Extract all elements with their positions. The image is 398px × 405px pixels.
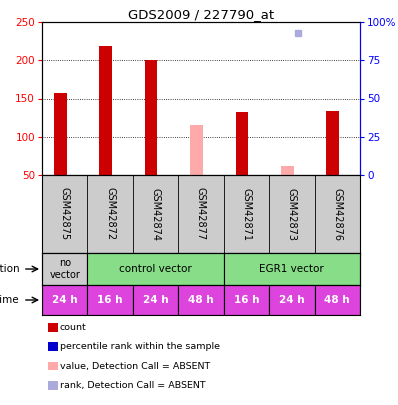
- Bar: [224, 253, 360, 285]
- Text: value, Detection Call = ABSENT: value, Detection Call = ABSENT: [60, 362, 210, 371]
- Bar: [99, 47, 112, 175]
- Text: 24 h: 24 h: [52, 295, 78, 305]
- Bar: [224, 285, 269, 315]
- Text: 24 h: 24 h: [143, 295, 168, 305]
- Text: GSM42872: GSM42872: [105, 188, 115, 241]
- Text: GSM42875: GSM42875: [60, 188, 70, 241]
- Bar: [236, 111, 248, 175]
- Bar: [88, 285, 133, 315]
- Text: percentile rank within the sample: percentile rank within the sample: [60, 342, 220, 351]
- Text: infection: infection: [0, 264, 20, 274]
- Bar: [42, 253, 88, 285]
- Text: rank, Detection Call = ABSENT: rank, Detection Call = ABSENT: [60, 381, 205, 390]
- Bar: [133, 285, 178, 315]
- Text: EGR1 vector: EGR1 vector: [259, 264, 324, 274]
- Bar: [42, 285, 88, 315]
- Text: 24 h: 24 h: [279, 295, 305, 305]
- Text: GSM42874: GSM42874: [150, 188, 160, 241]
- Text: no
vector: no vector: [49, 258, 80, 280]
- Text: time: time: [0, 295, 20, 305]
- Bar: [281, 166, 294, 175]
- Text: GSM42877: GSM42877: [196, 188, 206, 241]
- Text: 48 h: 48 h: [324, 295, 350, 305]
- Bar: [144, 60, 157, 175]
- Bar: [54, 93, 66, 175]
- Bar: [326, 111, 339, 175]
- Bar: [269, 285, 314, 315]
- Text: GSM42873: GSM42873: [287, 188, 297, 241]
- Text: 16 h: 16 h: [234, 295, 259, 305]
- Title: GDS2009 / 227790_at: GDS2009 / 227790_at: [128, 8, 274, 21]
- Text: GSM42871: GSM42871: [242, 188, 252, 241]
- Bar: [190, 125, 203, 175]
- Bar: [314, 285, 360, 315]
- Bar: [88, 253, 224, 285]
- Text: control vector: control vector: [119, 264, 192, 274]
- Bar: [178, 285, 224, 315]
- Text: count: count: [60, 323, 86, 332]
- Text: 16 h: 16 h: [98, 295, 123, 305]
- Text: GSM42876: GSM42876: [332, 188, 342, 241]
- Text: 48 h: 48 h: [188, 295, 214, 305]
